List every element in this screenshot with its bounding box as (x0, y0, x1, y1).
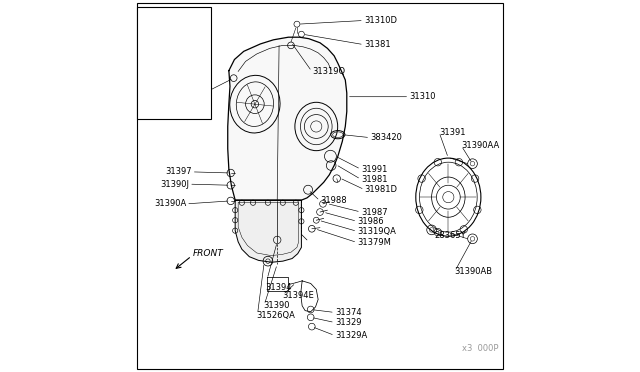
Text: 383420: 383420 (370, 133, 402, 142)
Polygon shape (235, 200, 301, 262)
Text: 31310D: 31310D (364, 16, 397, 25)
Text: 31526Q: 31526Q (170, 89, 203, 98)
Text: 31390AA: 31390AA (461, 141, 500, 150)
Text: 31397: 31397 (165, 167, 191, 176)
Text: 31329: 31329 (335, 318, 362, 327)
Text: 31374: 31374 (335, 308, 362, 317)
Text: FRONT: FRONT (193, 249, 223, 258)
Text: 31526QA: 31526QA (257, 311, 296, 320)
Text: 31390AB: 31390AB (454, 267, 493, 276)
Text: 31379M: 31379M (357, 238, 391, 247)
Text: 31319QA: 31319QA (357, 227, 396, 236)
Text: 31390A: 31390A (154, 199, 186, 208)
Text: 31381: 31381 (364, 40, 390, 49)
Polygon shape (228, 37, 347, 200)
Text: 31319Q: 31319Q (312, 67, 345, 76)
Text: 31391: 31391 (439, 128, 465, 137)
Text: 31310: 31310 (410, 92, 436, 101)
Text: 31981: 31981 (361, 175, 387, 184)
Text: x3  000P: x3 000P (461, 344, 498, 353)
Text: 31986: 31986 (357, 217, 384, 226)
Text: 31329A: 31329A (335, 331, 367, 340)
Text: 31991: 31991 (361, 165, 387, 174)
Text: 31390: 31390 (264, 301, 290, 310)
Text: 31988: 31988 (320, 196, 347, 205)
Text: 31394: 31394 (265, 283, 291, 292)
Text: 31390J: 31390J (160, 180, 189, 189)
Text: C1335: C1335 (155, 102, 184, 111)
Text: 31394E: 31394E (282, 291, 314, 300)
Text: 31981D: 31981D (365, 185, 397, 194)
Text: 31987: 31987 (361, 208, 388, 217)
Text: 28365Y: 28365Y (435, 231, 466, 240)
Bar (137, 7, 211, 119)
